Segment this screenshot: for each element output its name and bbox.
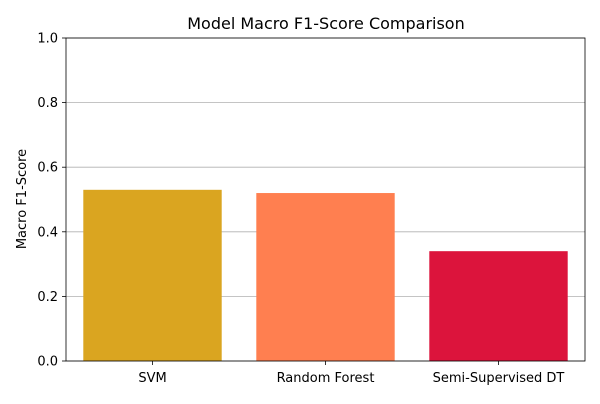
y-axis-label: Macro F1-Score — [15, 149, 30, 249]
bar-random-forest — [256, 193, 395, 361]
bar-svm — [83, 189, 222, 361]
x-tick-label: Random Forest — [277, 371, 375, 386]
bars — [83, 189, 568, 361]
chart-title: Model Macro F1-Score Comparison — [187, 14, 464, 33]
y-tick-label: 0.6 — [37, 161, 58, 176]
y-tick-label: 0.2 — [37, 290, 58, 305]
y-tick-label: 0.0 — [37, 355, 58, 370]
y-tick-label: 1.0 — [37, 32, 58, 47]
y-tick-label: 0.4 — [37, 225, 58, 240]
y-tick-label: 0.8 — [37, 96, 58, 111]
bar-semi-supervised-dt — [429, 251, 568, 361]
x-tick-label: SVM — [138, 371, 166, 386]
ticks: SVM Random Forest Semi-Supervised DT 0.0 0.2… — [37, 32, 564, 387]
x-tick-label: Semi-Supervised DT — [433, 371, 565, 386]
